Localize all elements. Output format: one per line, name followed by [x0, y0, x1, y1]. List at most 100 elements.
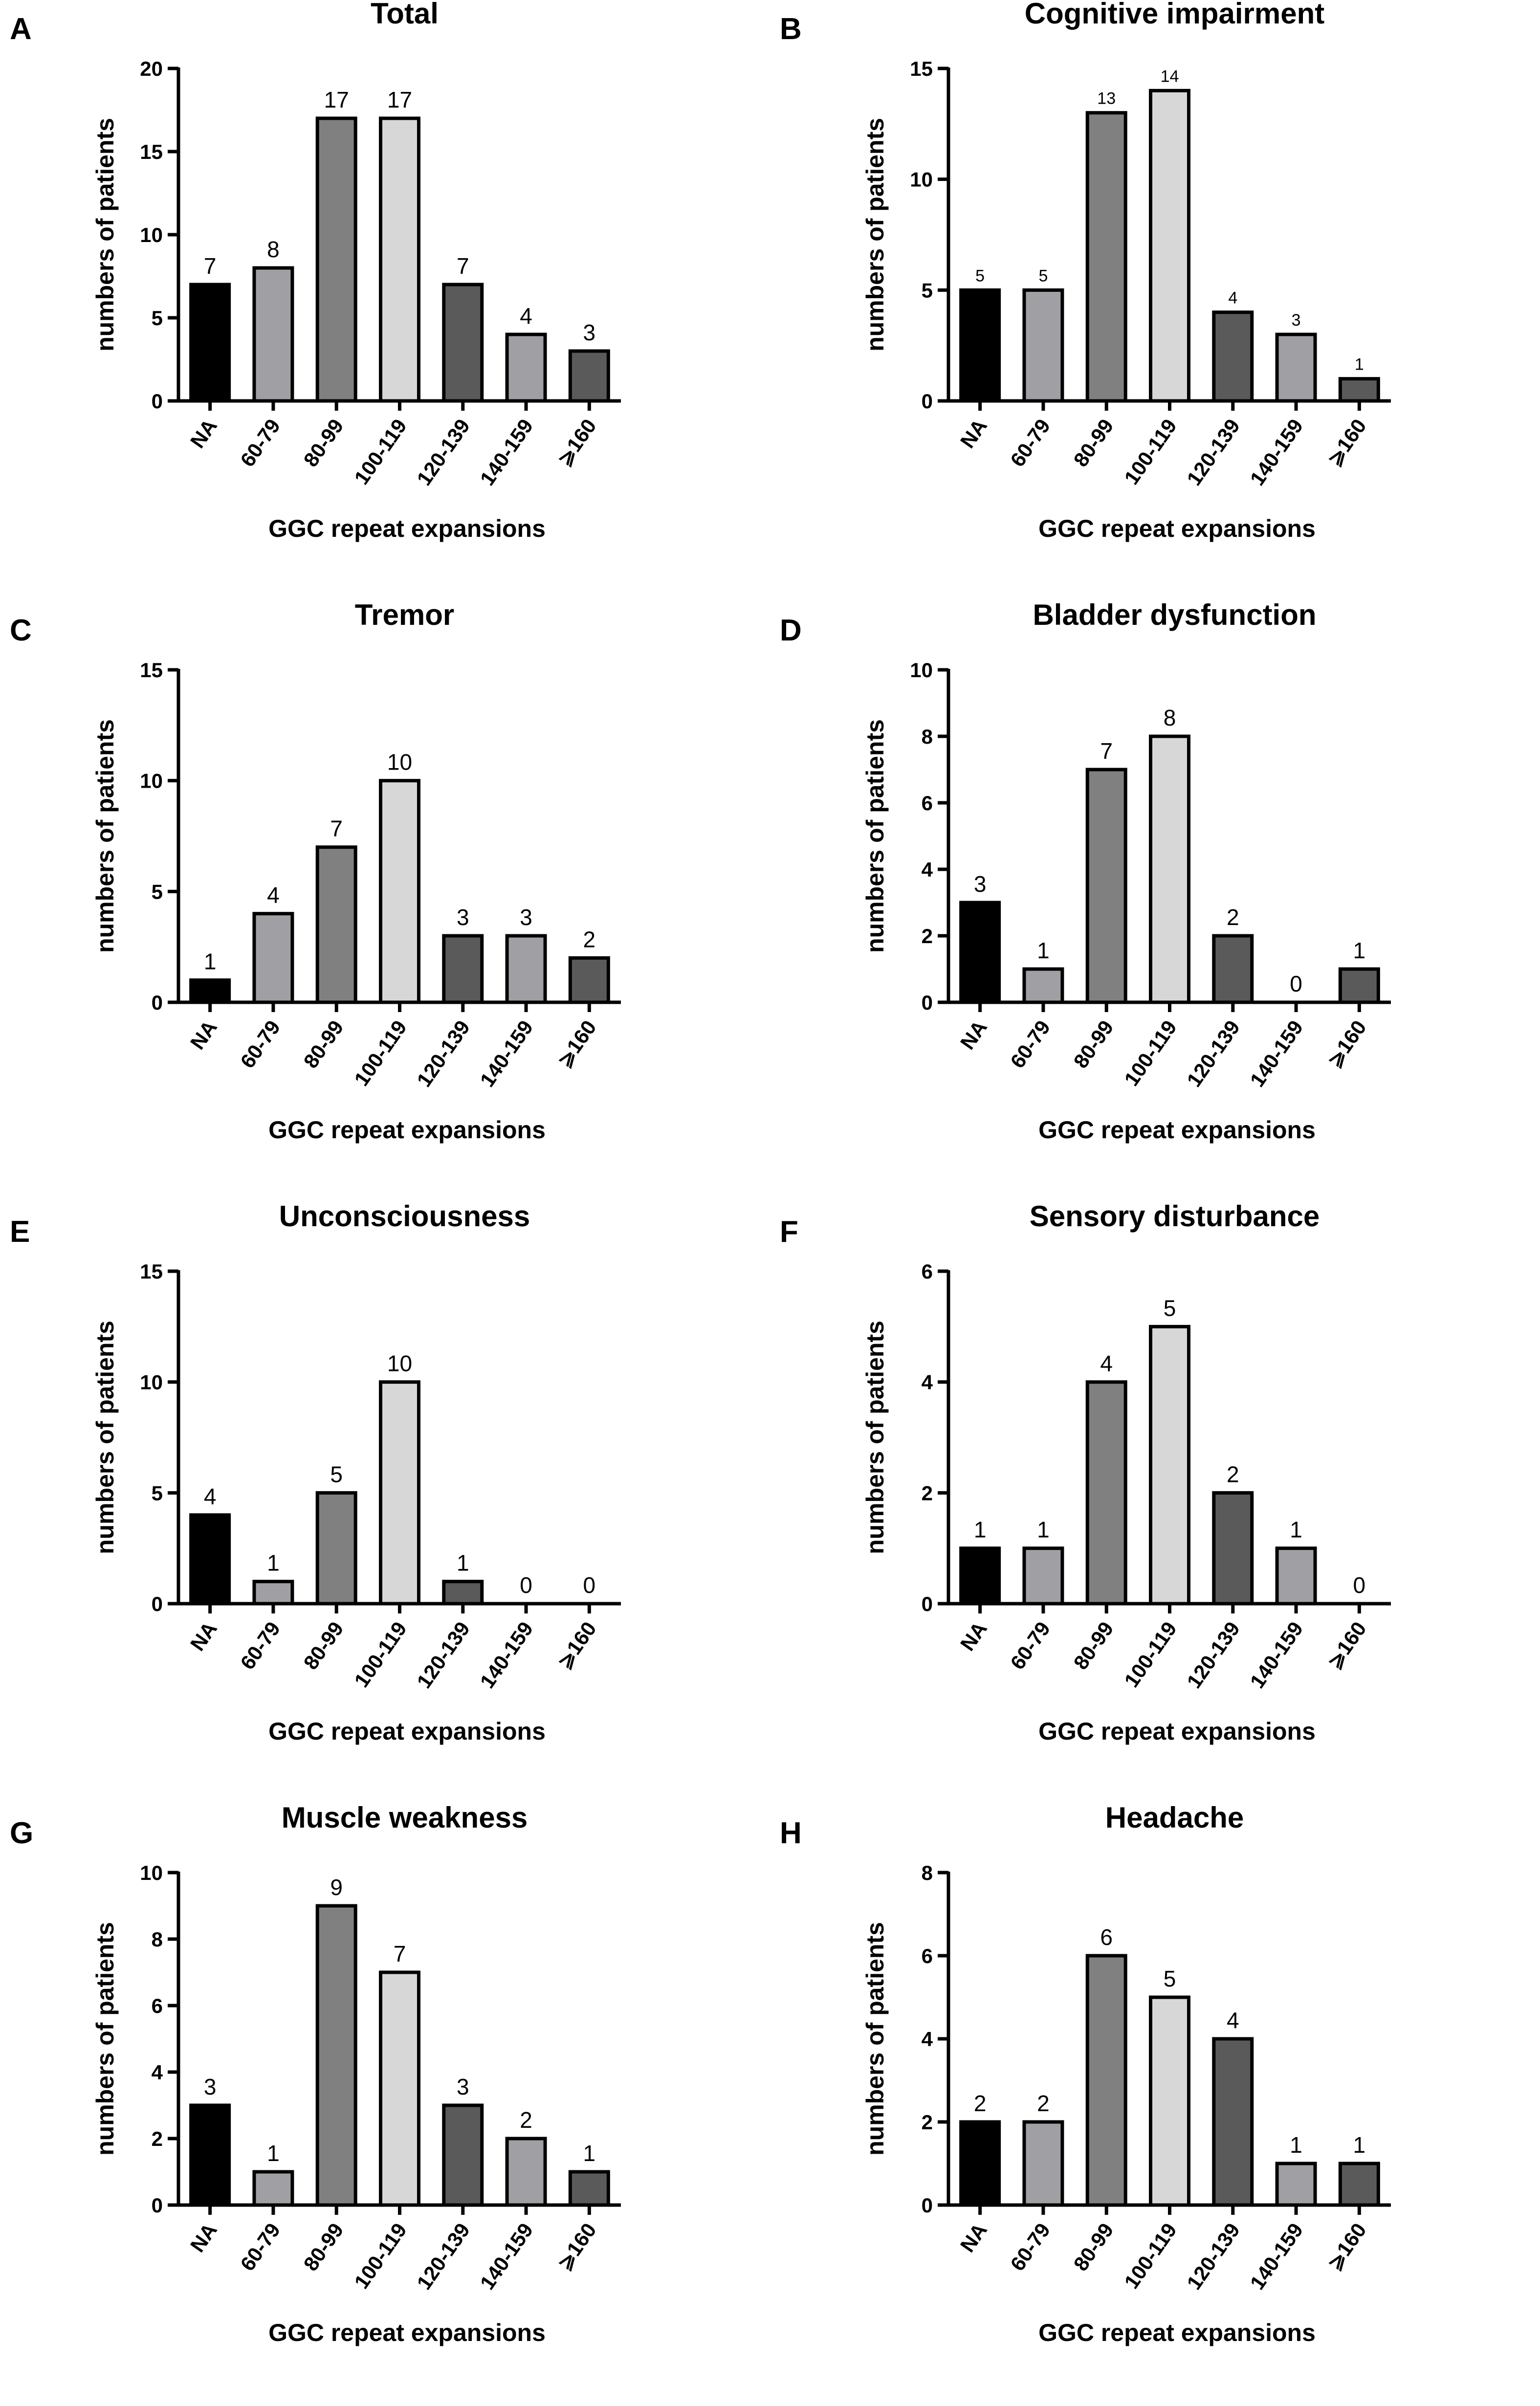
data-label: 1 [267, 2141, 280, 2166]
data-label: 3 [204, 2074, 217, 2099]
x-tick-label: 100-119 [350, 1617, 411, 1691]
x-tick-label: 60-79 [236, 415, 285, 471]
y-tick-label: 0 [922, 1592, 933, 1615]
data-label: 9 [330, 1875, 343, 1900]
x-tick-label: 120-139 [412, 2219, 474, 2294]
y-tick-label: 15 [910, 57, 933, 80]
panel-letter: A [10, 12, 32, 46]
x-tick-label: NA [186, 2219, 221, 2256]
chart-svg: C Tremor numbers of patients 0 5 10 15 1 NA 4 60-7… [10, 601, 621, 1144]
panel-d: D Bladder dysfunction numbers of patients 0… [770, 601, 1540, 1203]
bar-120-139 [442, 283, 484, 403]
data-label: 8 [1164, 705, 1176, 730]
x-tick-label: 60-79 [1006, 1617, 1055, 1674]
x-tick-label: 80-99 [1069, 1617, 1118, 1674]
data-label: 1 [1353, 938, 1366, 963]
bar-100-119 [1149, 734, 1190, 1004]
bar-100-119 [379, 1970, 420, 2207]
bar-60-79 [252, 266, 294, 403]
y-tick-label: 5 [152, 1481, 163, 1504]
y-tick-label: 5 [152, 307, 163, 330]
y-axis-label: numbers of patients [861, 1922, 889, 2156]
x-tick-label: 80-99 [1069, 2219, 1118, 2275]
y-tick-label: 5 [922, 279, 933, 302]
bar-100-119 [379, 116, 420, 403]
x-tick-label: NA [956, 1617, 991, 1655]
data-label: 1 [1037, 1517, 1050, 1543]
y-tick-label: 10 [140, 1371, 163, 1394]
bar-100-119 [379, 1380, 420, 1606]
data-label: 0 [1290, 971, 1302, 996]
bar-140-159 [1275, 2162, 1317, 2207]
y-tick-label: 6 [152, 1994, 163, 2017]
chart-svg: H Headache numbers of patients 0 2 4 6 8 2 NA 2 60-… [780, 1804, 1391, 2346]
bar-na [189, 2103, 231, 2207]
x-tick-label: 60-79 [1006, 2219, 1055, 2275]
x-tick-label: NA [956, 415, 991, 452]
data-label: 4 [1100, 1351, 1113, 1376]
y-tick-label: 0 [152, 2194, 163, 2217]
panel-g: G Muscle weakness numbers of patients 0 2 4 6 8… [0, 1804, 770, 2406]
y-tick-label: 4 [922, 2028, 933, 2051]
x-tick-label: 100-119 [1120, 2219, 1181, 2293]
x-tick-label: NA [956, 1016, 991, 1054]
bar-100-119 [1149, 1995, 1190, 2207]
x-tick-label: 80-99 [1069, 1016, 1118, 1072]
y-axis-label: numbers of patients [91, 1922, 119, 2156]
x-tick-label: 100-119 [350, 415, 411, 488]
x-tick-label: 100-119 [350, 1016, 411, 1090]
x-axis-label: GGC repeat expansions [1038, 1116, 1316, 1144]
bar-60-79 [1022, 288, 1064, 403]
bar-140-159 [1275, 332, 1317, 403]
x-tick-label: 120-139 [412, 415, 474, 489]
data-label: 5 [1164, 1966, 1176, 1991]
data-label: 14 [1161, 67, 1179, 86]
x-axis-label: GGC repeat expansions [268, 515, 546, 542]
bar-160 [1338, 377, 1380, 403]
x-tick-label: ⩾160 [1322, 415, 1371, 470]
data-label: 2 [1037, 2091, 1050, 2116]
x-tick-label: ⩾160 [552, 1016, 601, 1071]
panel-a: A Total numbers of patients 0 5 10 15 20 7 NA 8 60-… [0, 0, 770, 601]
bar-60-79 [1022, 2120, 1064, 2207]
y-axis-label: numbers of patients [91, 719, 119, 953]
bar-60-79 [1022, 1546, 1064, 1606]
y-axis-label: numbers of patients [861, 719, 889, 953]
bar-160 [568, 956, 610, 1004]
x-tick-label: ⩾160 [552, 2219, 601, 2274]
data-label: 7 [330, 816, 343, 841]
y-tick-label: 20 [140, 57, 163, 80]
data-label: 0 [583, 1572, 596, 1598]
data-label: 10 [387, 750, 412, 775]
data-label: 2 [974, 2091, 987, 2116]
data-label: 6 [1100, 1924, 1113, 1950]
x-axis-label: GGC repeat expansions [268, 1718, 546, 1745]
y-tick-label: 6 [922, 1260, 933, 1283]
data-label: 1 [1353, 2132, 1366, 2158]
bar-120-139 [1212, 1491, 1254, 1606]
x-axis-label: GGC repeat expansions [268, 2319, 546, 2346]
data-label: 17 [387, 87, 412, 112]
bar-80-99 [315, 1904, 357, 2207]
panel-h: H Headache numbers of patients 0 2 4 6 8 2 NA 2 60-… [770, 1804, 1540, 2406]
x-tick-label: 140-159 [1246, 1016, 1308, 1091]
bar-na [189, 978, 231, 1004]
chart-title: Headache [1105, 1804, 1244, 1834]
panel-letter: D [780, 614, 802, 647]
chart-svg: D Bladder dysfunction numbers of patients 0… [780, 601, 1391, 1144]
bar-80-99 [1085, 1954, 1127, 2207]
data-label: 5 [330, 1461, 343, 1487]
chart-svg: A Total numbers of patients 0 5 10 15 20 7 NA 8 60-… [10, 0, 621, 542]
bar-60-79 [252, 912, 294, 1004]
y-tick-label: 0 [922, 2194, 933, 2217]
data-label: 13 [1097, 89, 1116, 108]
x-tick-label: ⩾160 [1322, 2219, 1371, 2274]
chart-svg: F Sensory disturbance numbers of patients 0… [780, 1203, 1391, 1745]
data-label: 4 [204, 1484, 217, 1509]
bar-80-99 [1085, 768, 1127, 1004]
data-label: 1 [1037, 938, 1050, 963]
data-label: 4 [1227, 2008, 1239, 2033]
bar-140-159 [505, 934, 547, 1004]
data-label: 3 [457, 2074, 469, 2099]
